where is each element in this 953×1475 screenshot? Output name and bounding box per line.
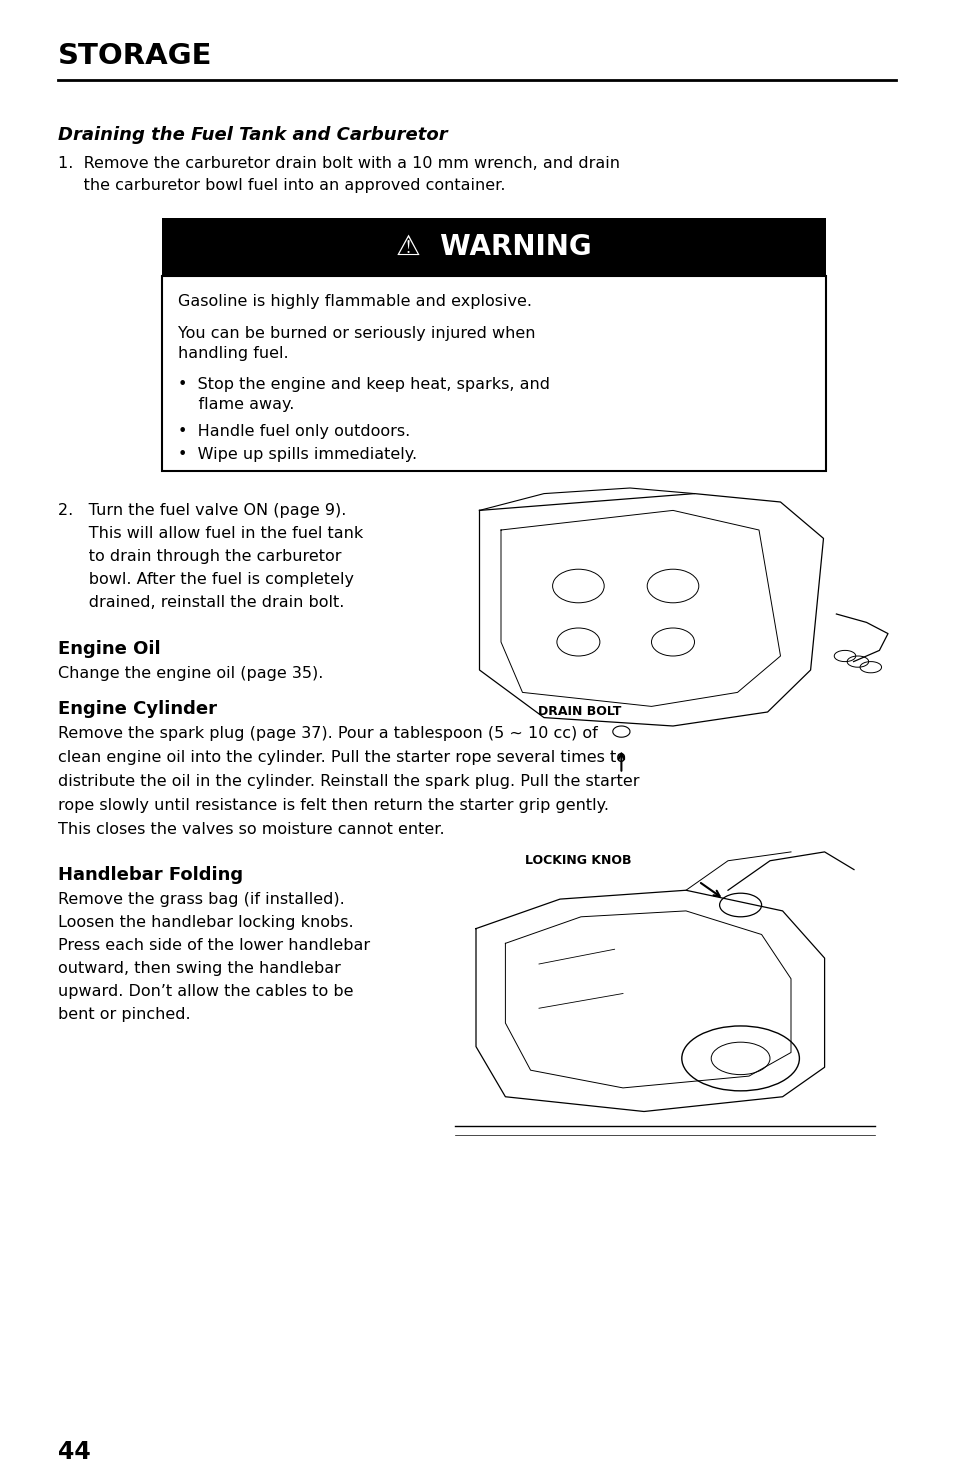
- Text: Draining the Fuel Tank and Carburetor: Draining the Fuel Tank and Carburetor: [58, 125, 447, 145]
- Text: distribute the oil in the cylinder. Reinstall the spark plug. Pull the starter: distribute the oil in the cylinder. Rein…: [58, 774, 639, 789]
- Text: •  Handle fuel only outdoors.: • Handle fuel only outdoors.: [178, 423, 410, 440]
- Text: 44: 44: [58, 1440, 91, 1465]
- Text: Engine Oil: Engine Oil: [58, 640, 160, 658]
- Text: rope slowly until resistance is felt then return the starter grip gently.: rope slowly until resistance is felt the…: [58, 798, 608, 813]
- Text: ⚠  WARNING: ⚠ WARNING: [395, 233, 591, 261]
- Text: STORAGE: STORAGE: [58, 41, 213, 69]
- Bar: [162, 276, 825, 471]
- Text: Gasoline is highly flammable and explosive.: Gasoline is highly flammable and explosi…: [178, 294, 532, 308]
- Text: Remove the grass bag (if installed).: Remove the grass bag (if installed).: [58, 892, 344, 907]
- Text: Engine Cylinder: Engine Cylinder: [58, 701, 216, 718]
- Text: Remove the spark plug (page 37). Pour a tablespoon (5 ~ 10 cc) of: Remove the spark plug (page 37). Pour a …: [58, 726, 598, 740]
- Text: clean engine oil into the cylinder. Pull the starter rope several times to: clean engine oil into the cylinder. Pull…: [58, 749, 625, 766]
- Text: Press each side of the lower handlebar: Press each side of the lower handlebar: [58, 938, 370, 953]
- Bar: [162, 218, 825, 276]
- Text: flame away.: flame away.: [178, 397, 294, 412]
- Text: upward. Don’t allow the cables to be: upward. Don’t allow the cables to be: [58, 984, 354, 999]
- Text: the carburetor bowl fuel into an approved container.: the carburetor bowl fuel into an approve…: [58, 178, 505, 193]
- Text: 1.  Remove the carburetor drain bolt with a 10 mm wrench, and drain: 1. Remove the carburetor drain bolt with…: [58, 156, 619, 171]
- Text: •  Stop the engine and keep heat, sparks, and: • Stop the engine and keep heat, sparks,…: [178, 378, 550, 392]
- Text: This will allow fuel in the fuel tank: This will allow fuel in the fuel tank: [58, 527, 363, 541]
- Text: LOCKING KNOB: LOCKING KNOB: [524, 854, 631, 867]
- Text: •  Wipe up spills immediately.: • Wipe up spills immediately.: [178, 447, 416, 462]
- Text: Loosen the handlebar locking knobs.: Loosen the handlebar locking knobs.: [58, 914, 354, 931]
- Text: DRAIN BOLT: DRAIN BOLT: [537, 705, 620, 718]
- Text: handling fuel.: handling fuel.: [178, 347, 289, 361]
- Text: bowl. After the fuel is completely: bowl. After the fuel is completely: [58, 572, 354, 587]
- Text: This closes the valves so moisture cannot enter.: This closes the valves so moisture canno…: [58, 822, 444, 836]
- Text: outward, then swing the handlebar: outward, then swing the handlebar: [58, 962, 340, 976]
- Text: bent or pinched.: bent or pinched.: [58, 1007, 191, 1022]
- Text: Change the engine oil (page 35).: Change the engine oil (page 35).: [58, 667, 323, 681]
- Text: Handlebar Folding: Handlebar Folding: [58, 866, 243, 884]
- Text: 2.   Turn the fuel valve ON (page 9).: 2. Turn the fuel valve ON (page 9).: [58, 503, 346, 518]
- Text: to drain through the carburetor: to drain through the carburetor: [58, 549, 341, 563]
- Text: You can be burned or seriously injured when: You can be burned or seriously injured w…: [178, 326, 535, 341]
- Text: drained, reinstall the drain bolt.: drained, reinstall the drain bolt.: [58, 594, 344, 611]
